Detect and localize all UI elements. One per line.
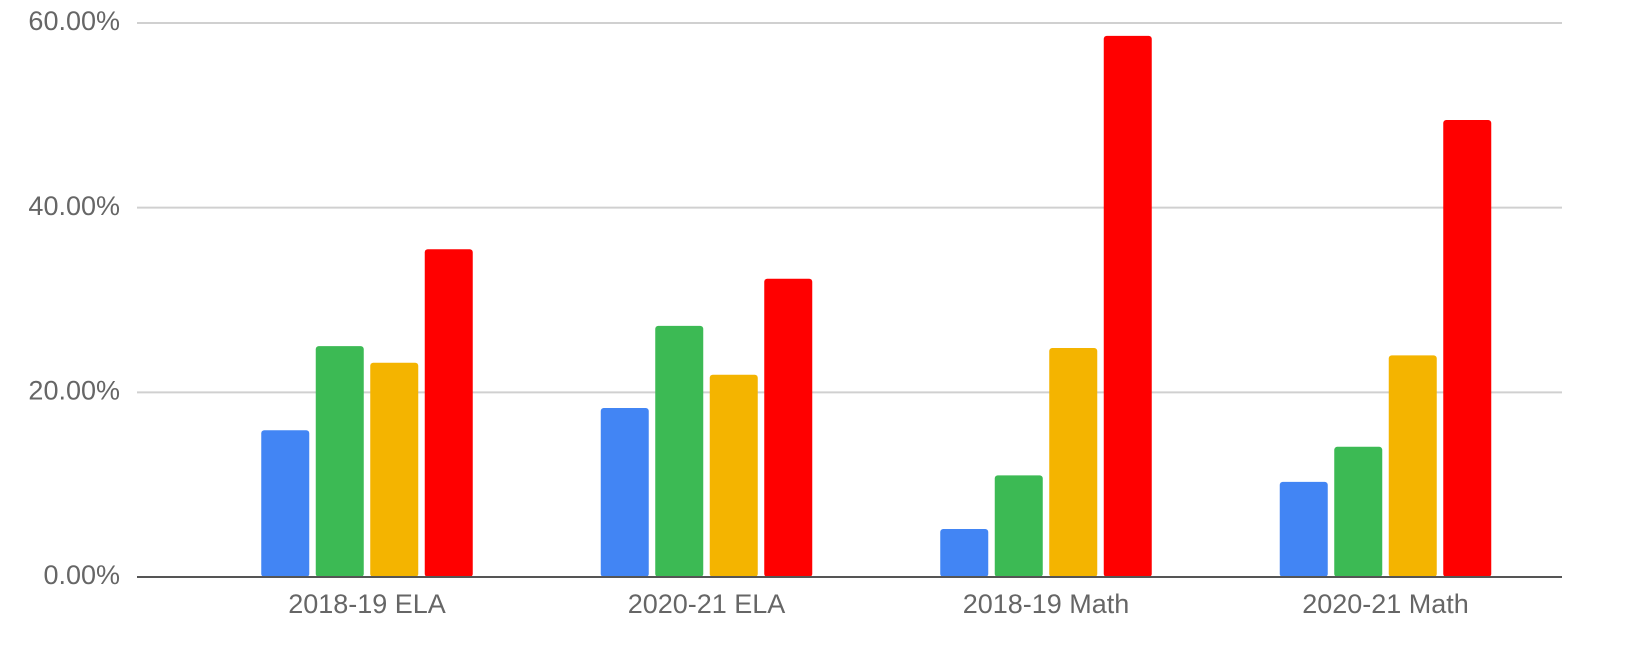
x-tick-label: 2018-19 Math	[963, 589, 1130, 619]
bar	[261, 430, 310, 577]
bar	[370, 362, 419, 577]
x-tick-label: 2020-21 ELA	[628, 589, 786, 619]
y-tick-label: 20.00%	[28, 375, 120, 405]
bar	[424, 249, 473, 577]
bar	[1049, 348, 1098, 577]
bar	[1334, 446, 1383, 577]
bar	[940, 528, 989, 577]
y-tick-label: 60.00%	[28, 6, 120, 36]
bar	[709, 374, 758, 577]
bar	[1103, 35, 1152, 578]
bar	[1388, 355, 1437, 577]
x-tick-label: 2018-19 ELA	[288, 589, 446, 619]
bar	[315, 346, 364, 577]
bar	[1443, 119, 1492, 577]
bar	[764, 278, 813, 577]
bar	[1279, 481, 1328, 577]
bar	[600, 408, 649, 577]
bar	[994, 475, 1043, 577]
y-tick-label: 40.00%	[28, 191, 120, 221]
bar	[655, 325, 704, 577]
x-tick-label: 2020-21 Math	[1302, 589, 1469, 619]
y-tick-label: 0.00%	[43, 560, 120, 590]
